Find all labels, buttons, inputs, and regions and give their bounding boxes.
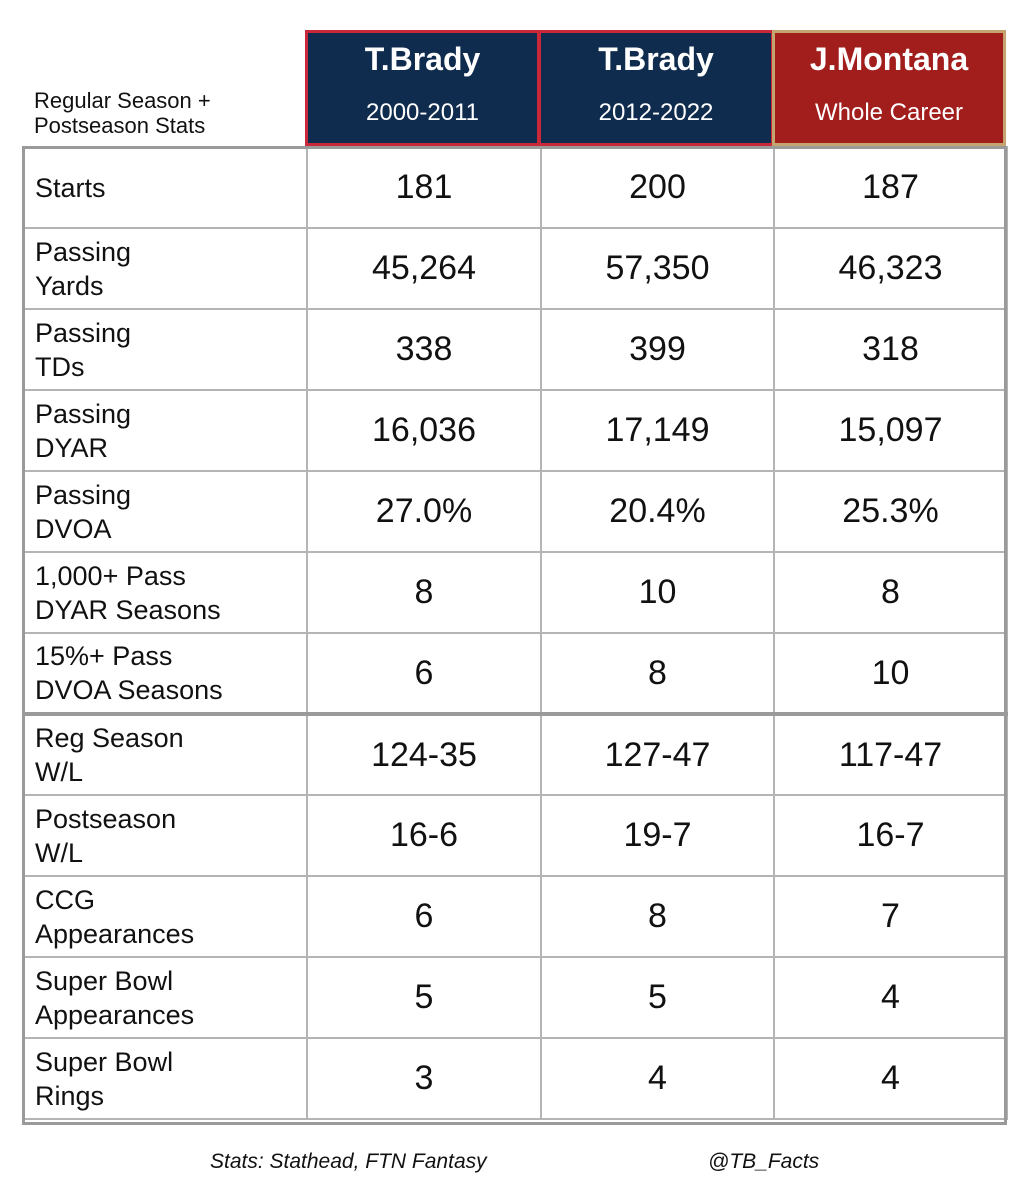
column-player-name: T.Brady [598,41,714,77]
row-label: 15%+ Pass DVOA Seasons [23,632,308,715]
stat-value: 117-47 [773,712,1008,796]
row-label-line-1: Starts [35,172,106,203]
row-label: Super Bowl Rings [23,1037,308,1120]
row-label-line-2: DYAR Seasons [35,594,221,625]
column-header-brady-early: T.Brady 2000-2011 [305,30,540,146]
caption-line-1: Regular Season + [34,88,211,113]
column-years: 2012-2022 [598,99,714,126]
stat-value: 16,036 [306,389,542,472]
row-label: Postseason W/L [23,794,308,877]
stat-value: 181 [306,146,542,229]
stat-value: 127-47 [540,712,775,796]
row-label-line-2: W/L [35,757,84,787]
table-row: Super Bowl Appearances 5 5 4 [23,956,1008,1039]
stat-value: 124-35 [306,712,542,796]
column-player-name: J.Montana [809,41,969,77]
stat-value: 16-7 [773,794,1008,877]
stat-value: 4 [773,1037,1008,1120]
table-row: Reg Season W/L 124-35 127-47 117-47 [23,712,1008,796]
row-label: Passing DYAR [23,389,308,472]
row-label-line-1: 15%+ Pass [35,641,173,671]
table-row: Passing TDs 338 399 318 [23,308,1008,391]
row-label-line-2: Appearances [35,918,195,949]
row-label-line-2: DVOA [35,513,112,544]
stat-value: 16-6 [306,794,542,877]
stat-value: 45,264 [306,227,542,310]
row-label: Starts [23,146,308,229]
table-row: Super Bowl Rings 3 4 4 [23,1037,1008,1120]
stat-value: 318 [773,308,1008,391]
row-label-line-1: Super Bowl [35,965,174,996]
stat-value: 17,149 [540,389,775,472]
row-label: CCG Appearances [23,875,308,958]
row-label-line-1: Super Bowl [35,1046,174,1077]
stat-value: 57,350 [540,227,775,310]
row-label-line-1: 1,000+ Pass [35,560,186,591]
row-label-line-1: Passing [35,398,132,429]
stat-value: 10 [540,551,775,634]
stat-value: 5 [540,956,775,1039]
row-label-line-1: Reg Season [35,723,184,753]
stat-value: 338 [306,308,542,391]
stat-value: 8 [306,551,542,634]
source-credit: Stats: Stathead, FTN Fantasy [210,1150,487,1173]
table-row: 1,000+ Pass DYAR Seasons 8 10 8 [23,551,1008,634]
stat-value: 8 [540,632,775,715]
stat-value: 46,323 [773,227,1008,310]
row-label: Passing TDs [23,308,308,391]
row-label-line-1: Passing [35,479,132,510]
stat-value: 4 [773,956,1008,1039]
stat-value: 6 [306,632,542,715]
stat-value: 20.4% [540,470,775,553]
stat-value: 7 [773,875,1008,958]
table-row: Passing Yards 45,264 57,350 46,323 [23,227,1008,310]
column-years: Whole Career [814,99,964,126]
row-label: Super Bowl Appearances [23,956,308,1039]
table-row: 15%+ Pass DVOA Seasons 6 8 10 [23,632,1008,715]
stat-value: 15,097 [773,389,1008,472]
stat-value: 27.0% [306,470,542,553]
stat-value: 25.3% [773,470,1008,553]
row-label-line-1: Postseason [35,803,177,834]
row-label-line-1: Passing [35,317,132,348]
row-label-line-2: Yards [35,270,104,301]
row-label: Passing Yards [23,227,308,310]
stat-value: 8 [540,875,775,958]
stat-value: 8 [773,551,1008,634]
stat-value: 10 [773,632,1008,715]
author-handle: @TB_Facts [708,1150,820,1173]
table-row: Passing DVOA 27.0% 20.4% 25.3% [23,470,1008,553]
row-label-line-1: CCG [35,884,95,915]
stat-value: 6 [306,875,542,958]
column-header-brady-late: T.Brady 2012-2022 [538,30,774,146]
row-label: Passing DVOA [23,470,308,553]
row-label-line-2: TDs [35,351,85,382]
stat-value: 200 [540,146,775,229]
caption-line-2: Postseason Stats [34,113,206,138]
stat-value: 4 [540,1037,775,1120]
stat-value: 187 [773,146,1008,229]
column-years: 2000-2011 [366,99,479,126]
row-label: Reg Season W/L [23,712,308,796]
column-header-montana: J.Montana Whole Career [772,30,1006,146]
row-label-line-1: Passing [35,236,132,267]
stats-table: Starts 181 200 187 Passing Yards 45,264 57,350 4… [23,146,1008,1120]
table-caption: Regular Season + Postseason Stats [34,88,294,138]
table-row: Starts 181 200 187 [23,146,1008,229]
row-label-line-2: DYAR [35,432,109,463]
column-player-name: T.Brady [364,41,481,77]
table-row: Postseason W/L 16-6 19-7 16-7 [23,794,1008,877]
stats-table-body: Starts 181 200 187 Passing Yards 45,264 57,350 4… [23,146,1008,1120]
stat-value: 5 [306,956,542,1039]
table-row: Passing DYAR 16,036 17,149 15,097 [23,389,1008,472]
row-label-line-2: DVOA Seasons [35,675,223,705]
stat-value: 19-7 [540,794,775,877]
stat-value: 3 [306,1037,542,1120]
row-label: 1,000+ Pass DYAR Seasons [23,551,308,634]
stat-value: 399 [540,308,775,391]
row-label-line-2: Rings [35,1080,105,1111]
row-label-line-2: Appearances [35,999,195,1030]
table-row: CCG Appearances 6 8 7 [23,875,1008,958]
row-label-line-2: W/L [35,837,84,868]
